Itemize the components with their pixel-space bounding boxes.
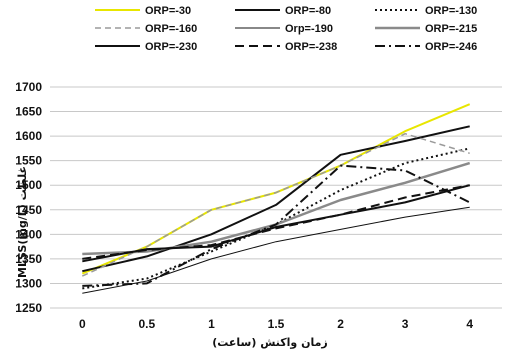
chart-legend: ORP=-30 ORP=-80 ORP=-130 ORP=-160 Orp=-190 OR…: [95, 5, 477, 53]
legend-label: ORP=-246: [425, 41, 477, 53]
x-tick-label: 2: [337, 317, 344, 331]
series-line: [81, 132, 470, 277]
y-tick-label: 1500: [15, 178, 42, 192]
x-tick-label: 1.5: [268, 317, 285, 331]
x-axis-label: زمان واكنش (ساعت): [212, 336, 328, 349]
x-tick-label: 3: [402, 317, 409, 331]
y-tick-label: 1300: [15, 276, 42, 290]
x-tick-label: 1: [208, 317, 215, 331]
legend-label: ORP=-80: [285, 5, 331, 17]
legend-label: ORP=-230: [145, 41, 197, 53]
series-line: [81, 103, 471, 275]
y-tick-label: 1250: [15, 301, 42, 315]
y-tick-label: 1450: [15, 203, 42, 217]
legend-label: ORP=-160: [145, 23, 197, 35]
y-axis-ticks: 1250 1300 1350 1400 1450 1500 1550 1600 1650 1700: [15, 80, 42, 315]
series-line: [82, 184, 470, 260]
y-tick-label: 1350: [15, 252, 42, 266]
series-line: [82, 161, 471, 256]
x-tick-label: 4: [466, 317, 473, 331]
legend-label: ORP=-215: [425, 23, 477, 35]
legend-label: ORP=-30: [145, 5, 191, 17]
series-line: [82, 206, 470, 294]
y-tick-label: 1650: [15, 105, 42, 119]
legend-label: ORP=-238: [285, 41, 337, 53]
x-tick-label: 0: [79, 317, 86, 331]
y-tick-label: 1550: [15, 154, 42, 168]
legend-label: ORP=-130: [425, 5, 477, 17]
series-line: [82, 125, 470, 273]
series-line: [82, 147, 470, 290]
y-tick-label: 1700: [15, 80, 42, 94]
y-tick-label: 1600: [15, 129, 42, 143]
chart-gridlines: [50, 86, 502, 309]
legend-label: Orp=-190: [285, 23, 333, 35]
y-axis-label: MLSS(mg/L) غلظت: [16, 166, 29, 278]
chart-series: [81, 103, 471, 294]
x-axis-ticks: 0 0.5 1 1.5 2 3 4: [79, 317, 473, 331]
series-line: [82, 184, 470, 263]
y-tick-label: 1400: [15, 227, 42, 241]
x-tick-label: 0.5: [139, 317, 156, 331]
series-line: [82, 164, 471, 287]
